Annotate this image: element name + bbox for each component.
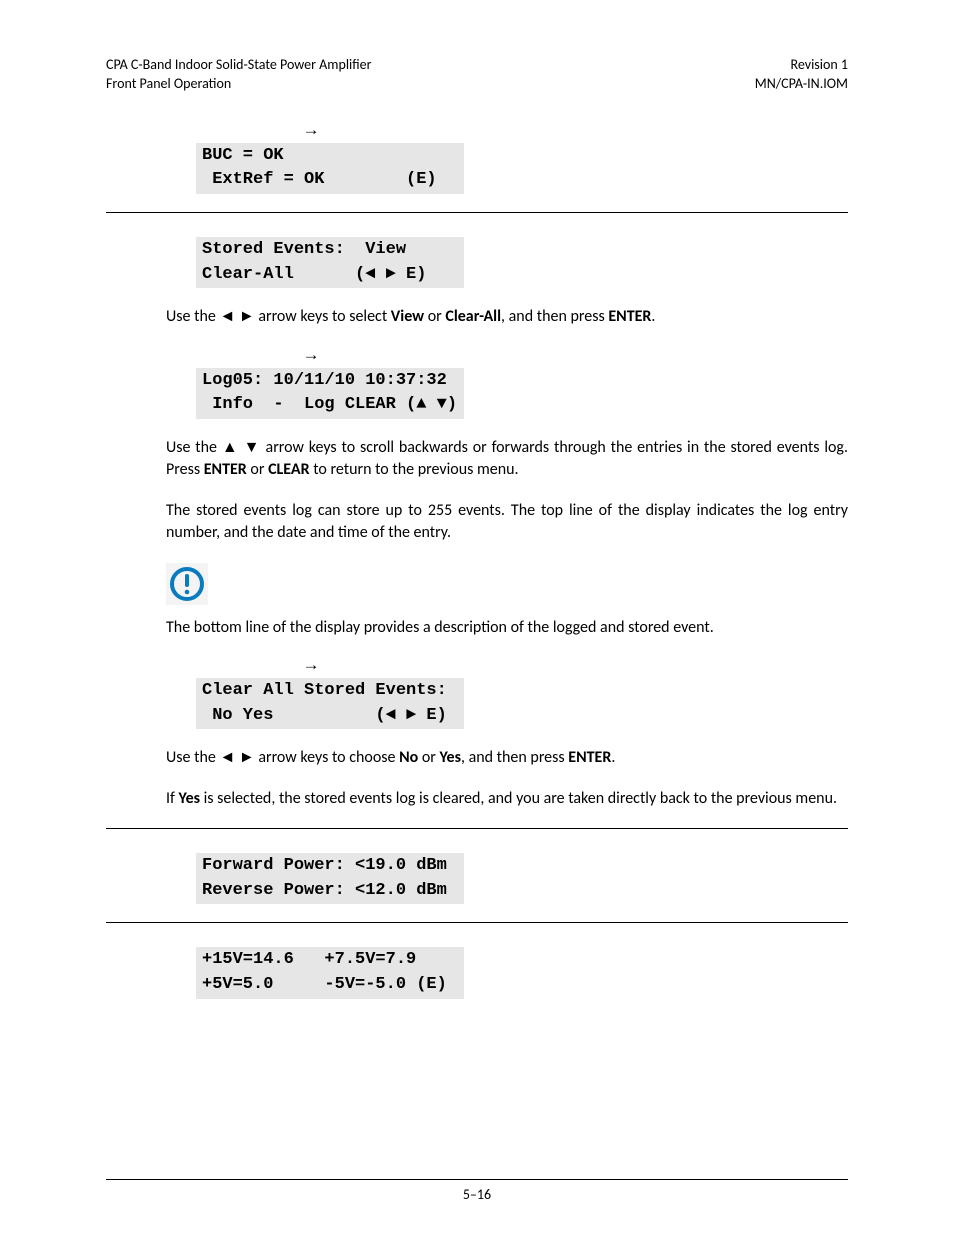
lcd-line: +15V=14.6 +7.5V=7.9 xyxy=(202,950,416,969)
attention-icon xyxy=(166,563,848,605)
lcd-line: +5V=5.0 -5V=-5.0 (E) xyxy=(202,975,447,994)
bold-enter: ENTER xyxy=(568,748,611,767)
yes-selected-note: If Yes is selected, the stored events lo… xyxy=(166,788,848,810)
instruction-scroll-log: Use the ▲ ▼ arrow keys to scroll backwar… xyxy=(166,437,848,482)
lcd-line: Forward Power: <19.0 dBm xyxy=(202,856,447,875)
bold-clear: CLEAR xyxy=(268,460,310,479)
text: If xyxy=(166,789,179,808)
header-right-line2: MN/CPA-IN.IOM xyxy=(755,75,848,94)
header-left-line2: Front Panel Operation xyxy=(106,75,372,94)
text: arrow keys to select xyxy=(255,307,391,326)
page-footer: 5–16 xyxy=(0,1179,954,1203)
text: or xyxy=(247,460,268,479)
lcd-line: No Yes (◄ ► E) xyxy=(202,706,447,725)
text: or xyxy=(418,748,439,767)
lcd-clear-confirm: Clear All Stored Events: No Yes (◄ ► E) xyxy=(196,678,464,729)
left-right-arrows: ◄ ► xyxy=(219,307,254,326)
lcd-line: Clear-All (◄ ► E) xyxy=(202,265,426,284)
text: Use the xyxy=(166,307,219,326)
lcd-line: BUC = OK xyxy=(202,146,284,165)
bold-enter: ENTER xyxy=(204,460,247,479)
bold-yes: Yes xyxy=(179,789,200,808)
text: is selected, the stored events log is cl… xyxy=(200,789,837,808)
section-divider xyxy=(106,922,848,923)
lcd-stored-events-menu: Stored Events: View Clear-All (◄ ► E) xyxy=(196,237,464,288)
text: . xyxy=(611,748,615,767)
section-divider xyxy=(106,828,848,829)
bold-yes: Yes xyxy=(439,748,460,767)
page-number: 5–16 xyxy=(463,1186,491,1203)
header-left: CPA C-Band Indoor Solid-State Power Ampl… xyxy=(106,56,372,94)
text: . xyxy=(651,307,655,326)
left-right-arrows: ◄ ► xyxy=(219,748,254,767)
text: Use the xyxy=(166,438,222,457)
header-right-line1: Revision 1 xyxy=(755,56,848,75)
up-down-arrows: ▲ ▼ xyxy=(222,438,261,457)
instruction-select-view-clearall: Use the ◄ ► arrow keys to select View or… xyxy=(166,306,848,328)
lcd-line: Clear All Stored Events: xyxy=(202,681,447,700)
lcd-line: Info - Log CLEAR (▲ ▼) xyxy=(202,395,457,414)
section-divider xyxy=(106,212,848,213)
lcd-power-readout: Forward Power: <19.0 dBm Reverse Power: … xyxy=(196,853,464,904)
bold-no: No xyxy=(399,748,418,767)
instruction-choose-no-yes: Use the ◄ ► arrow keys to choose No or Y… xyxy=(166,747,848,769)
bottom-line-note: The bottom line of the display provides … xyxy=(166,617,848,639)
text: , and then press xyxy=(461,748,568,767)
arrow-indicator-2: → xyxy=(306,347,848,366)
text: Use the xyxy=(166,748,219,767)
arrow-indicator-3: → xyxy=(306,657,848,676)
bold-clear-all: Clear-All xyxy=(445,307,501,326)
bold-enter: ENTER xyxy=(608,307,651,326)
lcd-line: Stored Events: View xyxy=(202,240,406,259)
lcd-line: Log05: 10/11/10 10:37:32 xyxy=(202,371,447,390)
text: or xyxy=(424,307,445,326)
text: , and then press xyxy=(501,307,608,326)
log-capacity-note: The stored events log can store up to 25… xyxy=(166,500,848,545)
header-left-line1: CPA C-Band Indoor Solid-State Power Ampl… xyxy=(106,56,372,75)
bold-view: View xyxy=(391,307,424,326)
lcd-line: Reverse Power: <12.0 dBm xyxy=(202,881,447,900)
lcd-line: ExtRef = OK (E) xyxy=(202,170,437,189)
arrow-indicator-1: → xyxy=(306,122,848,141)
footer-rule xyxy=(106,1179,848,1180)
text: to return to the previous menu. xyxy=(310,460,519,479)
header-right: Revision 1 MN/CPA-IN.IOM xyxy=(755,56,848,94)
page-header: CPA C-Band Indoor Solid-State Power Ampl… xyxy=(106,56,848,94)
lcd-log-entry: Log05: 10/11/10 10:37:32 Info - Log CLEA… xyxy=(196,368,464,419)
lcd-buc-status: BUC = OK ExtRef = OK (E) xyxy=(196,143,464,194)
lcd-voltage-readout: +15V=14.6 +7.5V=7.9 +5V=5.0 -5V=-5.0 (E) xyxy=(196,947,464,998)
text: arrow keys to choose xyxy=(255,748,399,767)
